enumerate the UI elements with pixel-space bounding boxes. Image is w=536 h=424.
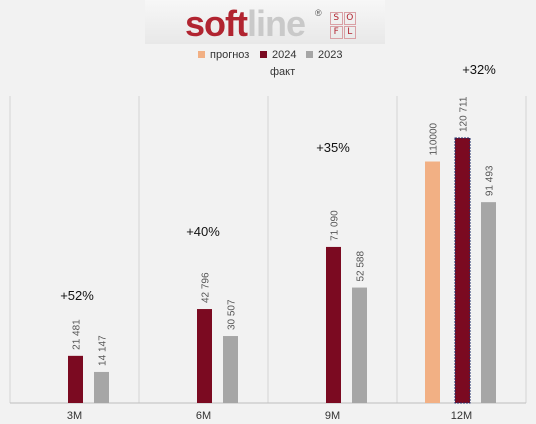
legend-swatch-2024 xyxy=(260,51,267,58)
legend-note-fact: факт xyxy=(270,66,296,78)
logo-sofl-grid: S O F L xyxy=(330,12,356,39)
legend-label-2023: 2023 xyxy=(318,49,343,61)
bar-2023-6M xyxy=(223,336,238,403)
logo-grid-f: F xyxy=(330,26,343,39)
legend-item-2023: 2023 xyxy=(306,49,342,61)
x-tick-label-9M: 9M xyxy=(325,410,340,422)
bar-2024-9M xyxy=(326,246,341,403)
softline-logo: softline ® S O F L xyxy=(145,0,385,44)
logo-registered-mark: ® xyxy=(315,8,322,18)
bar-2023-3M xyxy=(94,371,109,403)
legend-item-forecast: прогноз xyxy=(198,49,249,61)
bar-2024-12M xyxy=(454,137,471,404)
legend-item-2024: 2024 xyxy=(260,49,296,61)
logo-grid-l: L xyxy=(343,26,356,39)
data-label-2023-3M: 14 147 xyxy=(98,335,109,366)
growth-label-9M: +35% xyxy=(316,140,350,155)
legend-label-forecast: прогноз xyxy=(210,49,250,61)
legend-swatch-2023 xyxy=(306,51,313,58)
logo-soft: soft xyxy=(185,3,248,44)
data-label-2023-9M: 52 588 xyxy=(356,251,367,282)
logo-wordmark: softline xyxy=(185,3,306,44)
growth-label-6M: +40% xyxy=(186,224,220,239)
data-label-2024-6M: 42 796 xyxy=(201,272,212,303)
x-tick-label-12M: 12M xyxy=(451,410,472,422)
data-label-2023-12M: 91 493 xyxy=(485,165,496,196)
data-label-прогноз-12M: 110000 xyxy=(429,122,440,155)
data-label-2024-9M: 71 090 xyxy=(330,210,341,241)
logo-grid-s: S xyxy=(330,12,343,25)
bar-прогноз-12M xyxy=(425,161,440,403)
legend-label-2024: 2024 xyxy=(272,49,297,61)
legend-swatch-forecast xyxy=(198,51,205,58)
logo-grid-o: O xyxy=(343,12,356,25)
x-tick-label-6M: 6M xyxy=(196,410,211,422)
bar-2023-12M xyxy=(481,202,496,403)
x-tick-label-3M: 3M xyxy=(67,410,82,422)
data-label-2023-6M: 30 507 xyxy=(227,299,238,330)
bar-2024-3M xyxy=(68,355,83,403)
data-label-2024-3M: 21 481 xyxy=(72,319,83,350)
bar-2023-9M xyxy=(352,287,367,403)
bar-2024-6M xyxy=(197,309,212,403)
logo-line: line xyxy=(247,3,306,44)
data-label-2024-12M: 120 711 xyxy=(459,96,470,132)
growth-label-12M: +32% xyxy=(462,62,496,77)
growth-label-3M: +52% xyxy=(60,288,94,303)
